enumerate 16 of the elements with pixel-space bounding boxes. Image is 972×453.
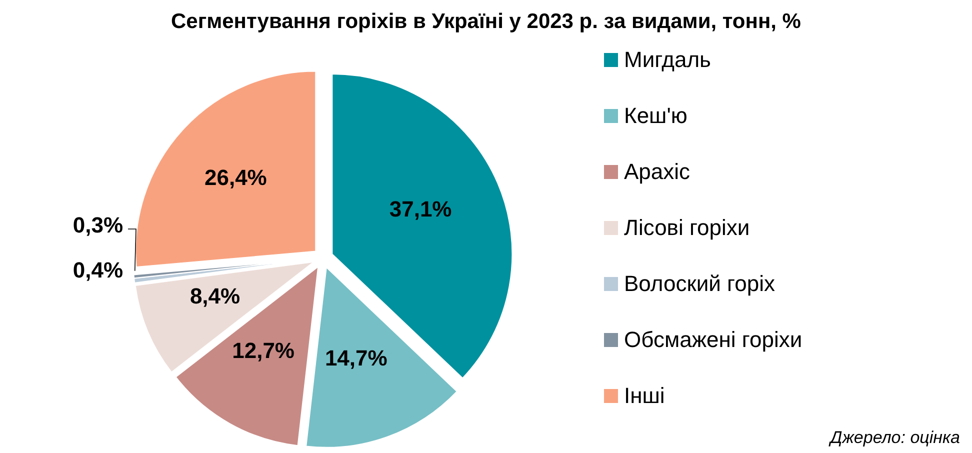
- chart-title: Сегментування горіхів в Україні у 2023 р. за видами, тонн, %: [170, 10, 802, 34]
- legend-label: Інші: [624, 382, 665, 410]
- data-label: 26,4%: [204, 165, 267, 190]
- legend-label: Волоский горіх: [624, 270, 775, 298]
- data-label: 37,1%: [389, 196, 452, 222]
- legend-label: Обсмажені горіхи: [624, 326, 802, 354]
- data-label: 14,7%: [324, 345, 388, 370]
- legend-label: Арахіс: [624, 158, 690, 186]
- legend-label: Кеш'ю: [624, 102, 688, 130]
- data-label: 8,4%: [190, 284, 240, 309]
- text: Джерело: оцінка: [830, 428, 960, 448]
- legend-label: Мигдаль: [624, 46, 712, 74]
- data-label: 0,3%: [72, 212, 124, 238]
- data-label: 0,4%: [72, 258, 124, 282]
- legend-label: Лісові горіхи: [624, 214, 750, 242]
- data-label: 12,7%: [232, 338, 295, 363]
